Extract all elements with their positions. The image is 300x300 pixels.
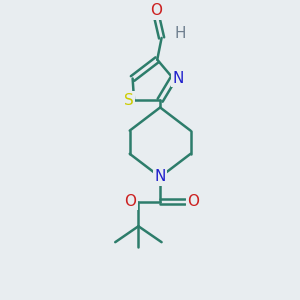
Text: S: S — [124, 93, 134, 108]
Text: O: O — [187, 194, 199, 209]
Text: N: N — [154, 169, 166, 184]
Text: N: N — [173, 71, 184, 86]
Text: O: O — [124, 194, 136, 209]
Text: O: O — [150, 4, 162, 19]
Text: H: H — [175, 26, 186, 41]
